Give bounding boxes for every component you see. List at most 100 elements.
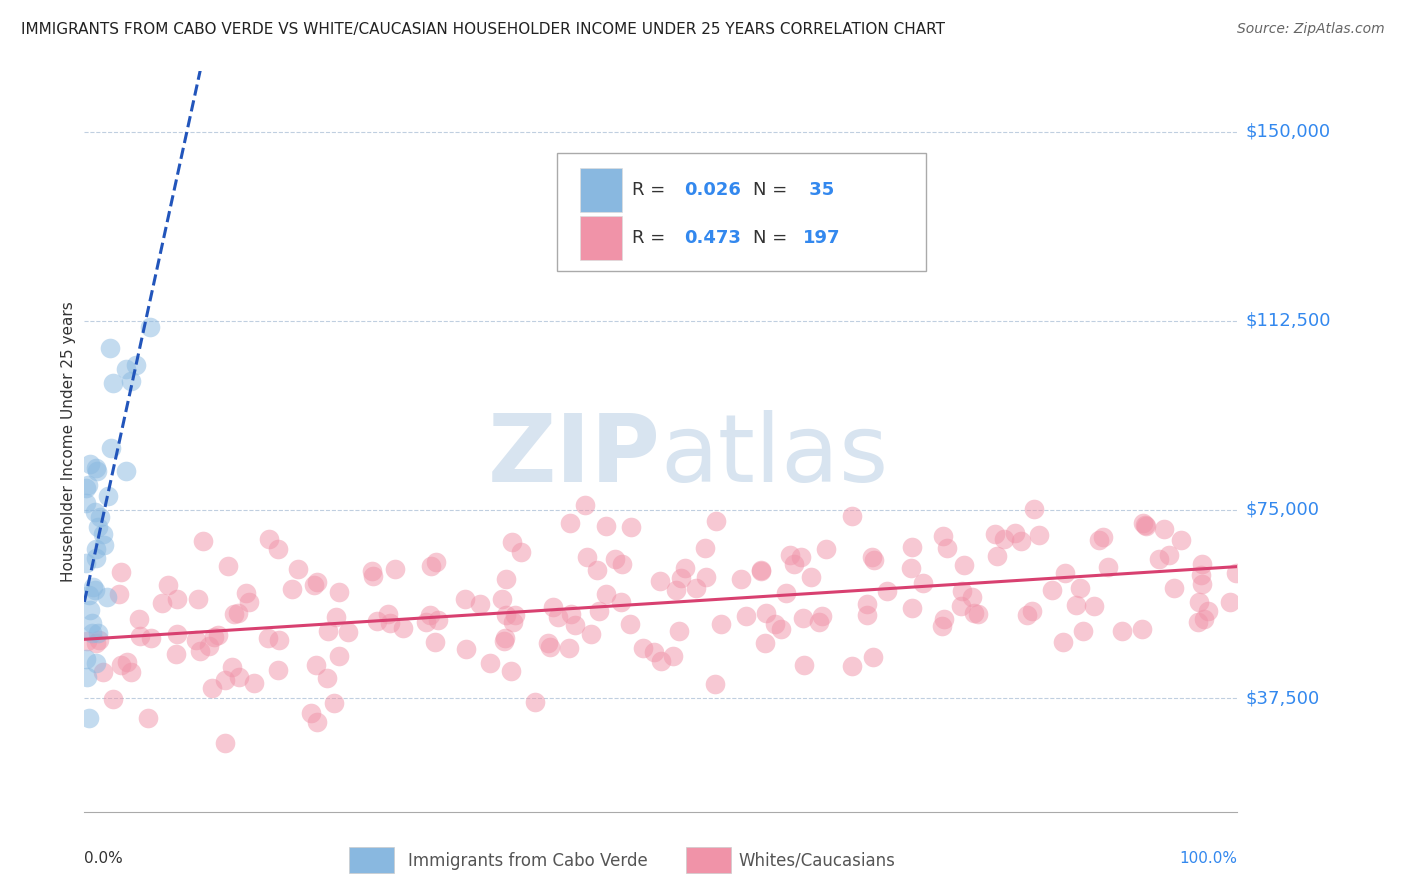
Point	[673, 561, 696, 575]
Point	[730, 573, 752, 587]
Point	[783, 557, 806, 571]
Point	[325, 609, 347, 624]
Point	[77, 478, 100, 492]
Point	[595, 587, 617, 601]
Point	[1197, 603, 1219, 617]
Point	[425, 555, 447, 569]
Point	[200, 681, 222, 696]
Point	[650, 654, 672, 668]
Point	[79, 457, 101, 471]
Point	[1069, 581, 1091, 595]
Point	[87, 520, 110, 534]
Text: Immigrants from Cabo Verde: Immigrants from Cabo Verde	[408, 852, 648, 870]
Point	[620, 519, 643, 533]
Point	[693, 541, 716, 555]
Point	[128, 612, 150, 626]
Point	[89, 509, 111, 524]
Point	[595, 519, 617, 533]
Point	[98, 342, 121, 356]
Point	[547, 609, 569, 624]
Point	[305, 575, 328, 590]
Point	[1092, 530, 1115, 544]
Point	[800, 570, 823, 584]
Point	[305, 657, 328, 672]
Point	[1083, 599, 1105, 613]
Point	[214, 673, 236, 688]
Point	[695, 570, 717, 584]
Point	[110, 565, 132, 579]
Point	[588, 604, 610, 618]
Point	[1132, 516, 1154, 531]
Point	[302, 578, 325, 592]
Point	[1188, 595, 1211, 609]
Point	[1064, 598, 1087, 612]
Point	[631, 640, 654, 655]
Point	[503, 607, 526, 622]
Point	[769, 622, 792, 636]
Point	[671, 571, 693, 585]
Point	[754, 636, 776, 650]
Point	[1133, 518, 1156, 533]
Point	[322, 696, 344, 710]
Point	[84, 582, 107, 597]
Point	[1028, 528, 1050, 542]
Point	[855, 608, 877, 623]
Point	[316, 671, 339, 685]
Point	[75, 556, 97, 570]
Point	[841, 509, 863, 524]
Point	[257, 631, 280, 645]
Point	[491, 592, 513, 607]
Point	[363, 569, 385, 583]
Point	[912, 575, 935, 590]
Point	[366, 614, 388, 628]
Point	[610, 595, 633, 609]
Point	[96, 590, 118, 604]
Point	[454, 591, 477, 606]
Point	[1015, 608, 1038, 623]
Point	[862, 649, 884, 664]
Point	[120, 374, 142, 388]
Point	[139, 320, 162, 334]
Point	[76, 670, 98, 684]
Point	[84, 636, 107, 650]
Point	[1097, 560, 1119, 574]
Point	[101, 691, 124, 706]
Text: Source: ZipAtlas.com: Source: ZipAtlas.com	[1237, 22, 1385, 37]
Point	[650, 574, 672, 588]
Point	[1163, 581, 1185, 595]
Point	[75, 496, 97, 510]
Point	[901, 541, 924, 555]
Point	[560, 607, 582, 622]
FancyBboxPatch shape	[581, 168, 621, 211]
Point	[900, 560, 922, 574]
Point	[558, 640, 581, 655]
Point	[316, 624, 339, 638]
Text: 35: 35	[803, 181, 834, 199]
Point	[1021, 604, 1043, 618]
Point	[136, 711, 159, 725]
Point	[280, 582, 302, 596]
Text: ZIP: ZIP	[488, 410, 661, 502]
Point	[470, 597, 492, 611]
Point	[197, 639, 219, 653]
Point	[1132, 622, 1154, 636]
Point	[115, 465, 138, 479]
Point	[242, 675, 264, 690]
Point	[454, 642, 477, 657]
Point	[139, 631, 162, 645]
Text: 100.0%: 100.0%	[1180, 851, 1237, 865]
Point	[425, 634, 447, 648]
Point	[501, 664, 523, 678]
Point	[77, 588, 100, 602]
Point	[735, 608, 758, 623]
Point	[391, 621, 413, 635]
Point	[165, 647, 187, 661]
Point	[91, 665, 114, 679]
Point	[668, 624, 690, 638]
Point	[235, 585, 257, 599]
Point	[574, 498, 596, 512]
Point	[856, 597, 879, 611]
Point	[543, 599, 565, 614]
Text: $75,000: $75,000	[1246, 500, 1320, 518]
Point	[863, 552, 886, 566]
